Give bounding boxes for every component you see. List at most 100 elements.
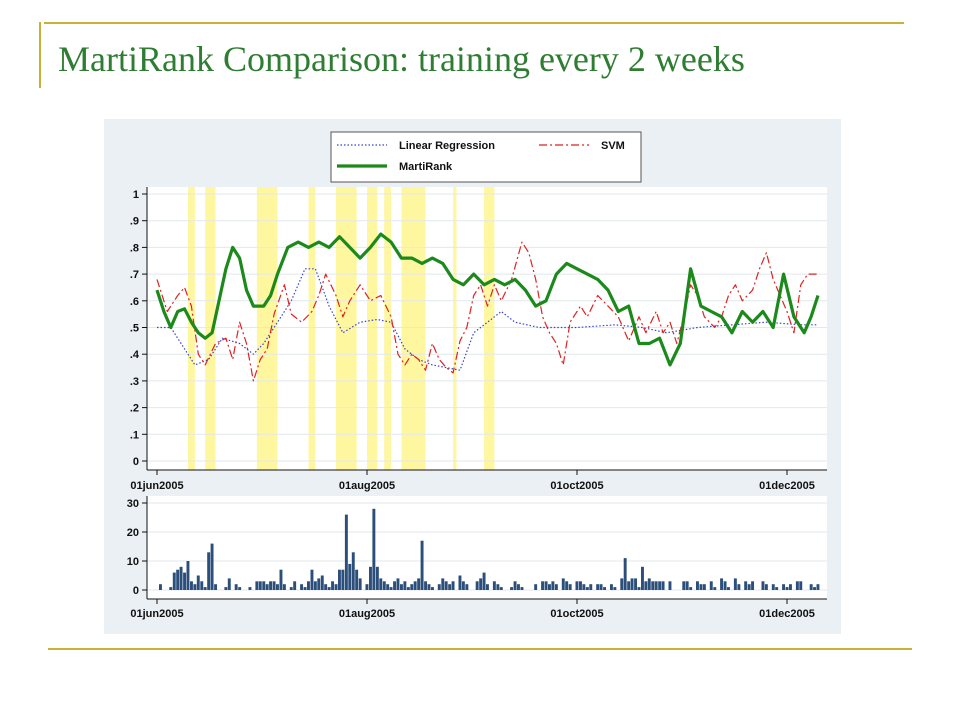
count-bar bbox=[344, 514, 348, 590]
count-bar bbox=[396, 578, 400, 590]
count-bar bbox=[551, 581, 555, 590]
count-bar bbox=[200, 581, 204, 590]
count-bar bbox=[358, 578, 362, 590]
count-bar bbox=[351, 552, 355, 590]
count-bar bbox=[262, 581, 266, 590]
count-bar bbox=[431, 587, 434, 590]
legend-label: SVM bbox=[601, 140, 625, 152]
count-bar bbox=[224, 587, 228, 590]
count-bar bbox=[789, 584, 792, 590]
count-bar bbox=[548, 584, 551, 590]
count-bar bbox=[644, 581, 648, 590]
count-bar bbox=[176, 569, 180, 590]
count-bar bbox=[685, 581, 689, 590]
series-line-svm bbox=[156, 241, 818, 382]
count-bar bbox=[269, 581, 273, 590]
count-bar bbox=[582, 584, 586, 590]
lower-xtick-label: 01oct2005 bbox=[550, 608, 603, 620]
lower-xtick-label: 01jun2005 bbox=[130, 608, 183, 620]
count-bar bbox=[238, 587, 242, 590]
count-bar bbox=[696, 581, 699, 590]
count-bar bbox=[585, 587, 589, 590]
series-line-linear-regression bbox=[157, 268, 818, 371]
count-bar bbox=[255, 581, 259, 590]
count-bar bbox=[541, 581, 545, 590]
upper-ytick-label: .3 bbox=[130, 376, 139, 388]
count-bar bbox=[341, 569, 345, 590]
count-bar bbox=[310, 569, 314, 590]
count-bar bbox=[634, 578, 638, 590]
count-bar bbox=[579, 581, 582, 590]
count-bar bbox=[179, 566, 183, 590]
upper-ytick-label: .5 bbox=[130, 323, 139, 335]
count-bar bbox=[186, 561, 190, 590]
count-bar bbox=[699, 584, 703, 590]
count-bar bbox=[369, 566, 372, 590]
count-bar bbox=[816, 584, 820, 590]
count-bar bbox=[637, 587, 641, 590]
count-bar bbox=[458, 575, 462, 590]
count-bar bbox=[475, 581, 479, 590]
highlight-band-3 bbox=[308, 187, 316, 470]
upper-xtick-label: 01oct2005 bbox=[550, 480, 603, 492]
count-bar bbox=[723, 581, 727, 590]
legend-label: Linear Regression bbox=[399, 140, 495, 152]
highlight-band-8 bbox=[453, 187, 457, 470]
count-bar bbox=[764, 584, 768, 590]
top-rule bbox=[44, 22, 904, 24]
count-bar bbox=[282, 584, 286, 590]
count-bar bbox=[406, 587, 410, 590]
count-bar bbox=[702, 584, 706, 590]
highlight-band-9 bbox=[484, 187, 495, 470]
upper-ytick-label: .6 bbox=[130, 296, 139, 308]
highlight-band-7 bbox=[401, 187, 426, 470]
count-bar bbox=[733, 578, 737, 590]
upper-ytick-label: 0 bbox=[133, 456, 139, 468]
upper-ytick-label: .7 bbox=[130, 269, 139, 281]
count-bar bbox=[444, 581, 448, 590]
lower-xtick-label: 01aug2005 bbox=[339, 608, 395, 620]
count-bar bbox=[561, 578, 565, 590]
lower-ytick-label: 20 bbox=[127, 527, 139, 539]
count-bar bbox=[324, 584, 328, 590]
count-bar bbox=[744, 581, 748, 590]
count-bar bbox=[623, 558, 627, 590]
count-bar bbox=[203, 587, 207, 590]
count-bar bbox=[293, 581, 297, 590]
count-bar bbox=[596, 584, 600, 590]
count-bar bbox=[575, 581, 579, 590]
count-bar bbox=[320, 575, 324, 590]
count-bar bbox=[813, 587, 817, 590]
count-bar bbox=[389, 587, 393, 590]
count-bar bbox=[713, 587, 717, 590]
count-bar bbox=[510, 587, 514, 590]
count-bar bbox=[386, 584, 390, 590]
highlight-band-0 bbox=[187, 187, 195, 470]
lower-ytick-label: 10 bbox=[127, 556, 139, 568]
title-accent-rule bbox=[39, 22, 41, 88]
count-bar bbox=[610, 584, 613, 590]
count-bar bbox=[172, 572, 176, 590]
count-bar bbox=[771, 584, 775, 590]
count-bar bbox=[410, 584, 414, 590]
count-bar bbox=[338, 569, 341, 590]
count-bar bbox=[424, 581, 428, 590]
upper-ytick-label: .2 bbox=[130, 403, 139, 415]
count-bar bbox=[544, 581, 548, 590]
count-bar bbox=[451, 581, 455, 590]
count-bar bbox=[317, 578, 321, 590]
count-bar bbox=[372, 508, 376, 590]
count-bar bbox=[689, 587, 693, 590]
count-bar bbox=[375, 566, 379, 590]
count-bar bbox=[272, 581, 276, 590]
count-bar bbox=[492, 581, 496, 590]
count-bar bbox=[276, 584, 279, 590]
count-bar bbox=[159, 584, 162, 590]
count-bar bbox=[727, 587, 730, 590]
upper-xtick-label: 01jun2005 bbox=[130, 480, 183, 492]
count-bar bbox=[809, 584, 813, 590]
count-bar bbox=[620, 578, 624, 590]
lower-ytick-label: 0 bbox=[133, 585, 139, 597]
count-bar bbox=[761, 581, 765, 590]
